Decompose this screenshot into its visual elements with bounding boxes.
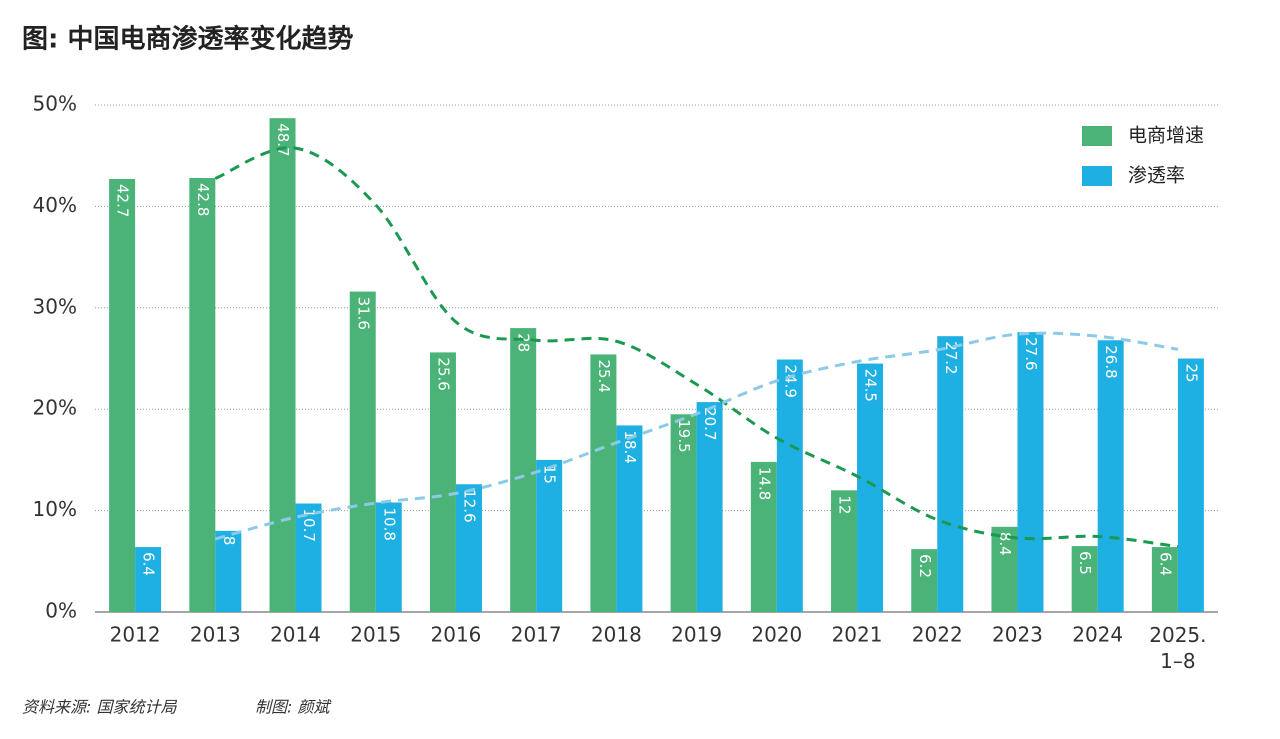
x-tick-label: 2023 [992, 623, 1043, 647]
bar [215, 530, 242, 612]
x-tick-label: 2016 [431, 623, 482, 647]
data-label: 6.4 [140, 552, 158, 576]
data-label: 10.8 [380, 507, 398, 540]
data-label: 19.5 [675, 419, 693, 452]
data-label: 26.8 [1102, 345, 1120, 378]
x-tick-label: 2018 [591, 623, 642, 647]
bar [295, 503, 322, 612]
data-label: 18.4 [621, 430, 639, 463]
x-tick-label: 2013 [190, 623, 241, 647]
bar [1151, 547, 1178, 612]
x-tick-label: 2022 [912, 623, 963, 647]
data-label: 27.6 [1022, 337, 1040, 370]
bar [857, 363, 884, 612]
chart-title: 图: 中国电商渗透率变化趋势 [22, 24, 353, 55]
data-label: 31.6 [354, 297, 372, 330]
data-label: 6.5 [1076, 551, 1094, 575]
bar [991, 526, 1018, 612]
bar [616, 425, 643, 612]
bar [429, 352, 456, 612]
data-label: 25.4 [595, 359, 613, 392]
data-label: 20.7 [701, 407, 719, 440]
x-tick-label: 2015 [350, 623, 401, 647]
bar [911, 549, 938, 612]
data-label: 27.2 [942, 341, 960, 374]
legend-label: 渗透率 [1128, 165, 1185, 187]
data-label: 28 [515, 333, 533, 352]
legend-label: 电商增速 [1128, 125, 1204, 147]
data-label: 48.7 [274, 123, 292, 156]
bar [269, 118, 296, 612]
data-label: 12 [836, 495, 854, 514]
data-label: 12.6 [460, 489, 478, 522]
y-tick-label: 20% [33, 396, 77, 420]
bar [189, 178, 216, 612]
bar [109, 179, 136, 612]
y-tick-label: 10% [33, 497, 77, 521]
legend-swatch [1082, 126, 1112, 146]
source: 资料来源: 国家统计局 [22, 698, 177, 717]
x-tick-label: 2014 [270, 623, 321, 647]
bar [776, 359, 803, 612]
data-label: 24.9 [781, 365, 799, 398]
bar [1177, 358, 1204, 612]
bar [937, 336, 964, 612]
data-label: 24.5 [862, 369, 880, 402]
y-tick-label: 30% [33, 294, 77, 318]
bar [455, 484, 482, 612]
x-tick-label: 2021 [832, 623, 883, 647]
data-label: 15 [541, 465, 559, 484]
data-label: 14.8 [755, 467, 773, 500]
data-label: 8 [220, 536, 238, 546]
credit: 制图: 颜斌 [255, 698, 331, 717]
bar [375, 502, 402, 612]
data-label: 6.4 [1156, 552, 1174, 576]
legend-swatch [1082, 166, 1112, 186]
x-tick-label: 2012 [110, 623, 161, 647]
data-label: 25 [1182, 364, 1200, 383]
data-label: 10.7 [300, 509, 318, 542]
data-label: 42.8 [194, 183, 212, 216]
bar [349, 291, 376, 612]
x-tick-label: 2019 [671, 623, 722, 647]
x-tick-label: 2017 [511, 623, 562, 647]
y-tick-label: 40% [33, 193, 77, 217]
bar [1097, 340, 1124, 612]
bar [1017, 332, 1044, 612]
bar [750, 461, 777, 612]
bar [590, 354, 617, 612]
x-tick-label: 2025. 1–8 [1149, 623, 1206, 673]
trendline [214, 331, 1179, 541]
bar [831, 490, 858, 612]
data-label: 6.2 [916, 554, 934, 578]
y-tick-label: 0% [45, 599, 77, 623]
bar [135, 547, 162, 612]
x-tick-label: 2020 [751, 623, 802, 647]
bar [536, 459, 563, 612]
y-tick-label: 50% [33, 92, 77, 116]
bar [1071, 546, 1098, 612]
data-label: 25.6 [434, 357, 452, 390]
bar [696, 402, 723, 612]
data-label: 42.7 [114, 184, 132, 217]
x-tick-label: 2024 [1072, 623, 1123, 647]
bar [510, 328, 537, 612]
trendline [214, 146, 1179, 549]
bar [670, 414, 697, 612]
